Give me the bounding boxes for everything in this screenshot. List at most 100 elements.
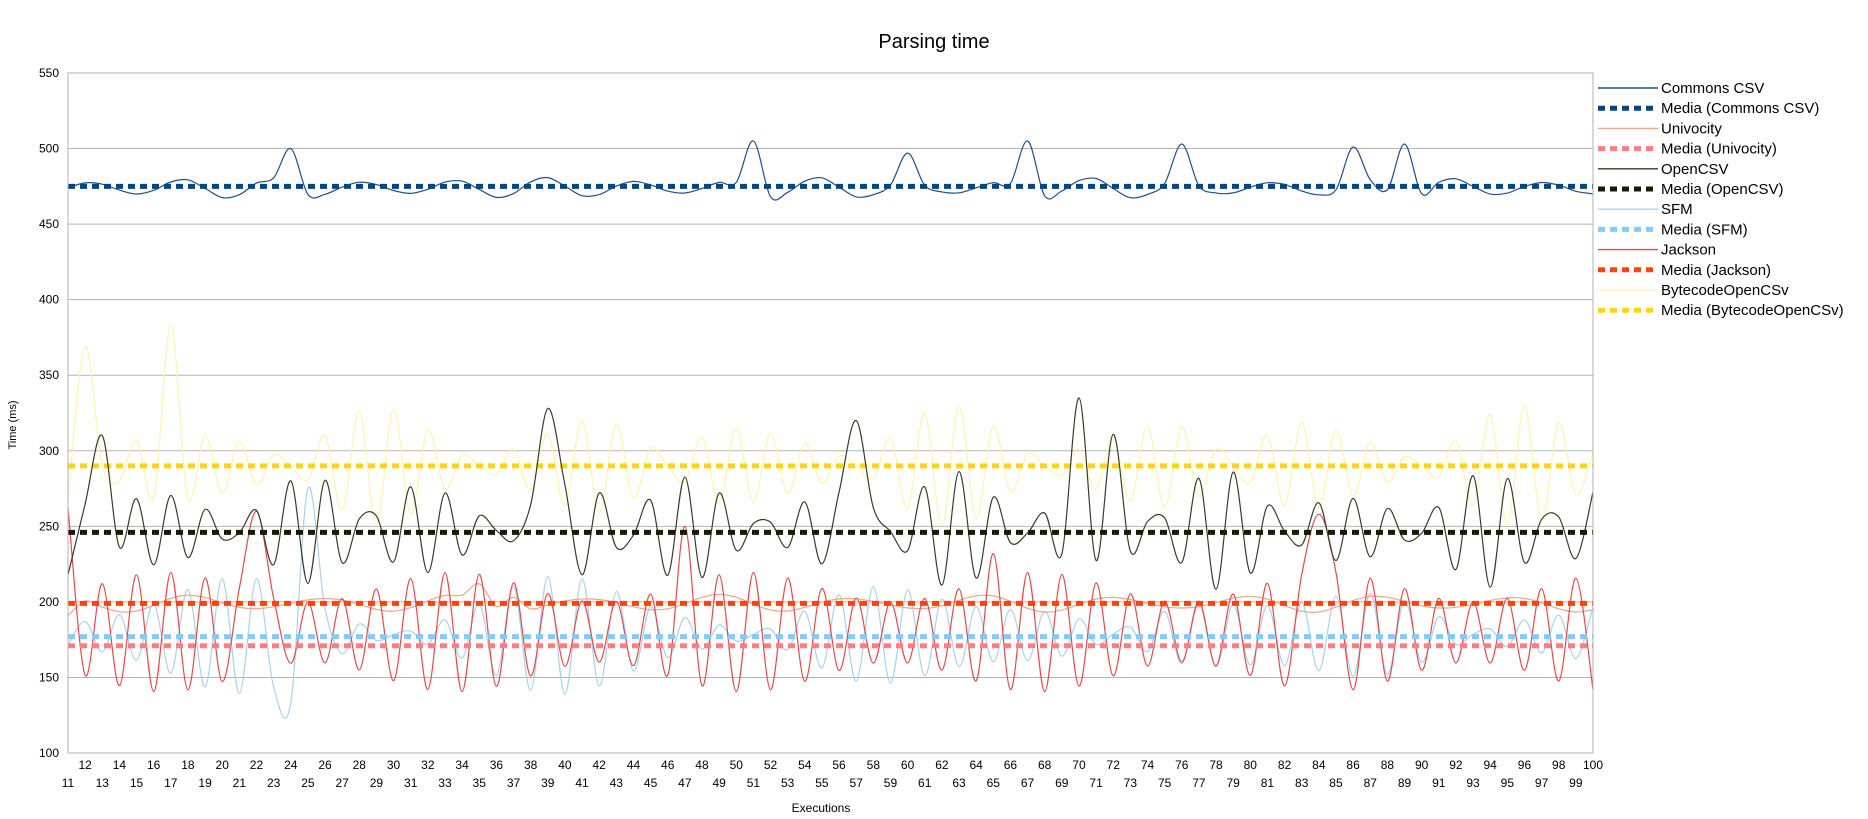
x-tick-label: 34	[455, 758, 469, 772]
x-tick-label: 80	[1244, 758, 1258, 772]
x-tick-label: 83	[1295, 776, 1309, 790]
y-tick-label: 500	[39, 142, 59, 156]
x-tick-label: 20	[216, 758, 230, 772]
x-tick-label: 78	[1209, 758, 1223, 772]
y-tick-label: 550	[39, 66, 59, 80]
x-tick-label: 85	[1329, 776, 1343, 790]
legend-label: OpenCSV	[1661, 161, 1729, 178]
x-tick-label: 22	[250, 758, 264, 772]
x-tick-label: 48	[695, 758, 709, 772]
x-tick-label: 74	[1141, 758, 1155, 772]
y-tick-label: 200	[39, 595, 59, 609]
x-tick-label: 56	[832, 758, 846, 772]
x-tick-label: 45	[644, 776, 658, 790]
x-tick-label: 77	[1192, 776, 1206, 790]
x-tick-label: 33	[438, 776, 452, 790]
y-tick-label: 300	[39, 444, 59, 458]
y-tick-label: 400	[39, 293, 59, 307]
x-tick-label: 76	[1175, 758, 1189, 772]
x-tick-label: 88	[1381, 758, 1395, 772]
x-tick-label: 81	[1261, 776, 1275, 790]
x-tick-label: 38	[524, 758, 538, 772]
x-tick-label: 28	[353, 758, 367, 772]
legend-label: Media (OpenCSV)	[1661, 181, 1784, 198]
x-tick-label: 99	[1569, 776, 1583, 790]
x-tick-label: 55	[815, 776, 829, 790]
x-tick-label: 21	[233, 776, 247, 790]
x-tick-label: 18	[181, 758, 195, 772]
x-tick-labels: 12 14 16 18 20 22 24 26 28 30 32 34 36 38 40 42 44 46 48 50…	[62, 758, 1604, 790]
series-line	[67, 486, 1594, 719]
y-tick-label: 100	[39, 746, 59, 760]
x-tick-label: 29	[370, 776, 384, 790]
x-tick-label: 93	[1466, 776, 1480, 790]
y-tick-label: 350	[39, 368, 59, 382]
x-tick-label: 17	[164, 776, 178, 790]
x-tick-label: 95	[1501, 776, 1515, 790]
x-tick-label: 44	[627, 758, 641, 772]
x-tick-label: 68	[1038, 758, 1052, 772]
plot-frame	[67, 72, 1594, 754]
x-tick-label: 63	[952, 776, 966, 790]
x-tick-label: 41	[575, 776, 589, 790]
x-tick-label: 69	[1055, 776, 1069, 790]
x-tick-label: 67	[1021, 776, 1035, 790]
x-tick-label: 59	[884, 776, 898, 790]
x-tick-label: 71	[1089, 776, 1103, 790]
x-tick-label: 64	[969, 758, 983, 772]
x-tick-label: 53	[781, 776, 795, 790]
x-tick-label: 98	[1552, 758, 1566, 772]
x-tick-label: 30	[387, 758, 401, 772]
legend-label: Media (Jackson)	[1661, 262, 1771, 279]
series-lines	[67, 140, 1594, 719]
x-tick-label: 25	[301, 776, 315, 790]
legend-label: Commons CSV	[1661, 80, 1764, 97]
x-axis-label: Executions	[792, 801, 851, 815]
x-tick-label: 35	[473, 776, 487, 790]
x-tick-label: 86	[1346, 758, 1360, 772]
x-tick-label: 15	[130, 776, 144, 790]
x-tick-label: 89	[1398, 776, 1412, 790]
x-tick-label: 42	[593, 758, 607, 772]
x-tick-label: 54	[798, 758, 812, 772]
x-tick-label: 23	[267, 776, 281, 790]
x-tick-label: 36	[490, 758, 504, 772]
legend: Commons CSV Media (Commons CSV) Univocity M…	[1598, 80, 1844, 319]
x-tick-label: 97	[1535, 776, 1549, 790]
y-axis-label: Time (ms)	[7, 400, 19, 449]
series-line	[67, 397, 1594, 590]
x-tick-label: 12	[78, 758, 92, 772]
x-tick-label: 60	[901, 758, 915, 772]
x-tick-label: 13	[96, 776, 110, 790]
x-tick-label: 19	[198, 776, 212, 790]
x-tick-label: 79	[1226, 776, 1240, 790]
x-tick-label: 100	[1583, 758, 1603, 772]
x-tick-label: 26	[318, 758, 332, 772]
x-tick-label: 27	[335, 776, 349, 790]
x-tick-label: 37	[507, 776, 521, 790]
x-tick-label: 46	[661, 758, 675, 772]
legend-label: Media (Univocity)	[1661, 141, 1777, 158]
x-tick-label: 40	[558, 758, 572, 772]
series-line	[67, 583, 1594, 616]
x-tick-label: 91	[1432, 776, 1446, 790]
x-tick-label: 84	[1312, 758, 1326, 772]
x-tick-label: 24	[284, 758, 298, 772]
x-tick-label: 16	[147, 758, 161, 772]
x-tick-label: 70	[1072, 758, 1086, 772]
grid-lines	[68, 72, 1593, 754]
x-tick-label: 58	[867, 758, 881, 772]
legend-label: SFM	[1661, 201, 1693, 218]
legend-label: Media (Commons CSV)	[1661, 100, 1819, 117]
x-tick-label: 57	[850, 776, 864, 790]
x-tick-label: 49	[712, 776, 726, 790]
y-tick-label: 450	[39, 217, 59, 231]
x-tick-label: 66	[1004, 758, 1018, 772]
x-tick-label: 72	[1107, 758, 1121, 772]
series-line	[67, 508, 1594, 693]
y-tick-label: 150	[39, 670, 59, 684]
x-tick-label: 11	[62, 776, 75, 790]
x-tick-label: 73	[1124, 776, 1138, 790]
x-tick-label: 75	[1158, 776, 1172, 790]
